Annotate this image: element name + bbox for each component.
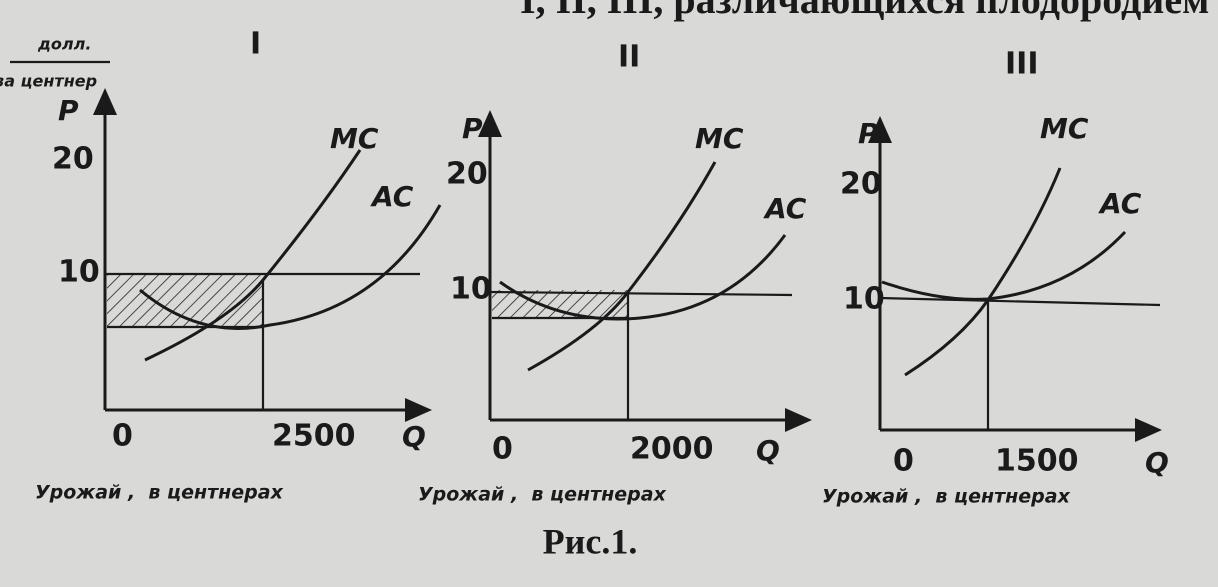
price-line — [879, 296, 1161, 307]
figure-caption: Рис.1. — [543, 521, 638, 561]
curve-label: AC — [763, 192, 807, 225]
numeral: I — [250, 27, 261, 62]
origin: 0 — [112, 419, 133, 454]
origin: 0 — [893, 444, 914, 479]
y-tick: 20 — [840, 167, 882, 202]
y-label: P — [462, 112, 483, 145]
x-tick: 2500 — [272, 419, 356, 454]
mc-curve — [904, 167, 1062, 377]
x-tick: 1500 — [995, 444, 1079, 479]
curve-label: MC — [330, 122, 379, 155]
y-label: P — [858, 117, 879, 150]
ac-curve — [881, 230, 1127, 301]
curve-label: AC — [1098, 187, 1142, 220]
panel-3: III P 20 10 0 1500 Q MC AC Урожай , в це… — [822, 47, 1169, 508]
x-tick: 2000 — [630, 432, 714, 467]
x-caption: Урожай , в центнерах — [35, 482, 284, 504]
units-top: долл. — [37, 35, 91, 54]
mc-curve — [144, 149, 362, 362]
y-tick: 10 — [58, 255, 100, 290]
x-label: Q — [402, 420, 426, 453]
panel-2: II P 20 10 0 2000 Q MC AC Урожай , в цен… — [418, 40, 812, 506]
curve-label: MC — [695, 122, 744, 155]
ac-curve — [499, 234, 787, 321]
y-tick: 10 — [843, 282, 885, 317]
numeral: II — [618, 40, 640, 75]
curve-label: MC — [1040, 112, 1089, 145]
x-caption: Урожай , в центнерах — [822, 486, 1071, 508]
x-label: Q — [1145, 446, 1169, 479]
y-tick: 10 — [450, 272, 492, 307]
units-bottom: за центнер — [0, 72, 97, 91]
panel-1: I P 20 10 0 2500 Q MC AC Урожай , в цент… — [35, 27, 442, 504]
y-label: P — [58, 94, 79, 127]
numeral: III — [1005, 47, 1039, 82]
ac-curve — [139, 204, 442, 330]
profit-area — [492, 290, 628, 318]
curve-label: AC — [370, 180, 414, 213]
x-label: Q — [756, 434, 780, 467]
x-caption: Урожай , в центнерах — [418, 484, 667, 506]
y-tick: 20 — [52, 142, 94, 177]
header-fragment: I, II, III, различающихся плодородием — [520, 0, 1209, 22]
origin: 0 — [492, 432, 513, 467]
y-tick: 20 — [446, 157, 488, 192]
mc-curve — [527, 161, 717, 372]
price-line — [489, 290, 793, 297]
